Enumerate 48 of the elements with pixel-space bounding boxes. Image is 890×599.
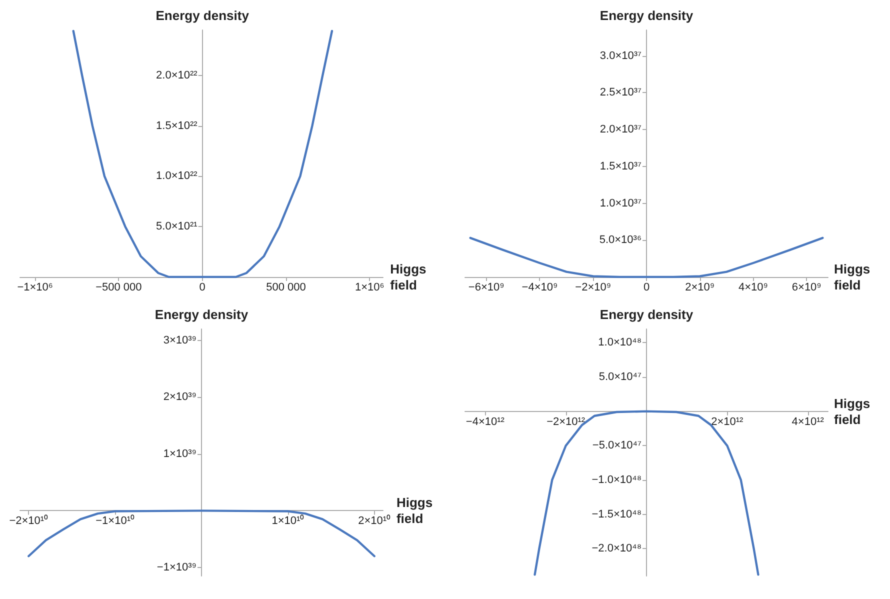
y-tick-label: 5.0×10³⁶ (599, 234, 642, 246)
x-tick-label: −4×10¹² (466, 416, 505, 428)
y-tick-label: 2.0×10³⁷ (600, 124, 642, 136)
y-tick-label: −1×10³⁹ (156, 561, 196, 574)
y-tick-label: −1.0×10⁴⁸ (592, 474, 642, 486)
x-tick-label: 6×10⁹ (792, 282, 822, 294)
x-tick-label: −2×10¹⁰ (9, 514, 48, 528)
x-tick-label: 2×10¹⁰ (358, 514, 391, 528)
x-axis-title: Higgs field (396, 495, 433, 526)
x-tick-label: 4×10¹² (792, 416, 824, 428)
x-tick-label: −500 000 (96, 282, 142, 294)
x-tick-label: −2×10⁹ (575, 282, 612, 294)
x-tick-label: −6×10⁹ (468, 282, 504, 294)
x-tick-label: −1×10⁶ (17, 282, 53, 294)
x-tick-label: −2×10¹² (546, 416, 586, 428)
x-axis-title: Higgs field (834, 396, 870, 427)
y-axis-title: Energy density (600, 8, 694, 23)
x-tick-label: 1×10⁶ (354, 282, 384, 294)
y-tick-label: −1.5×10⁴⁸ (592, 508, 642, 520)
y-axis-title: Energy density (600, 307, 694, 322)
x-tick-label: 0 (199, 282, 206, 294)
y-tick-label: 1.0×10⁴⁸ (598, 336, 642, 349)
y-tick-label: 5.0×10²¹ (156, 220, 198, 233)
x-tick-label: −1×10¹⁰ (96, 514, 135, 528)
y-tick-label: 1.5×10²² (156, 120, 198, 132)
y-tick-label: 1.0×10²² (156, 170, 198, 182)
y-tick-label: 2×10³⁹ (163, 391, 196, 404)
y-tick-label: 1.5×10³⁷ (600, 160, 642, 172)
y-axis-title: Energy density (156, 8, 250, 23)
x-tick-label: −4×10⁹ (522, 282, 558, 294)
x-tick-label: 1×10¹⁰ (272, 514, 304, 528)
y-tick-label: −2.0×10⁴⁸ (592, 542, 642, 555)
x-axis-title: Higgs field (834, 262, 870, 292)
y-tick-label: 2.5×10³⁷ (600, 86, 642, 99)
y-tick-label: −5.0×10⁴⁷ (592, 440, 642, 452)
x-tick-label: 0 (643, 282, 650, 294)
y-tick-label: 5.0×10⁴⁷ (598, 371, 642, 384)
x-tick-label: 500 000 (266, 282, 306, 294)
x-axis-title: Higgs field (390, 262, 426, 292)
y-tick-label: 1×10³⁹ (163, 448, 196, 460)
y-tick-label: 1.0×10³⁷ (600, 197, 642, 210)
y-tick-label: 2.0×10²² (156, 69, 198, 82)
x-tick-label: 2×10⁹ (685, 282, 715, 294)
y-axis-title: Energy density (154, 307, 249, 322)
x-tick-label: 2×10¹² (711, 416, 744, 428)
y-tick-label: 3×10³⁹ (163, 334, 196, 346)
x-tick-label: 4×10⁹ (738, 282, 768, 294)
y-tick-label: 3.0×10³⁷ (600, 50, 642, 62)
